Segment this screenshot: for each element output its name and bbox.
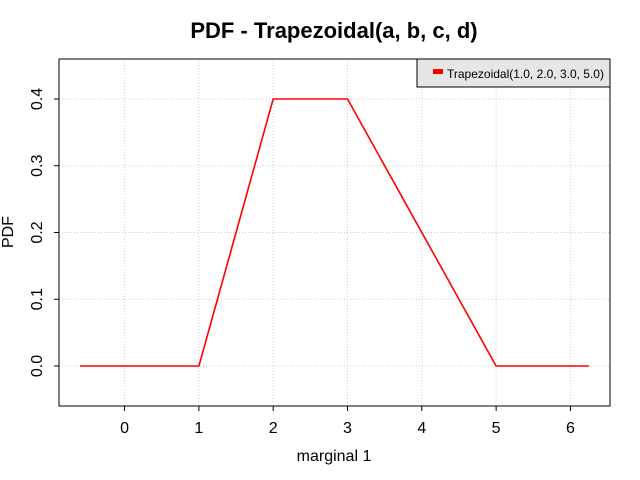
x-tick-label: 6 xyxy=(566,420,575,437)
y-tick-label: 0.4 xyxy=(29,88,46,110)
x-axis-label: marginal 1 xyxy=(297,448,372,465)
legend: Trapezoidal(1.0, 2.0, 3.0, 5.0) xyxy=(416,58,611,88)
y-axis-label: PDF xyxy=(0,216,17,248)
grid xyxy=(59,59,610,406)
y-tick-label: 0.3 xyxy=(29,155,46,177)
x-tick-label: 0 xyxy=(120,420,129,437)
x-tick-label: 3 xyxy=(343,420,352,437)
legend-swatch xyxy=(433,69,443,74)
y-tick-label: 0.0 xyxy=(29,355,46,377)
x-axis: 0 1 2 3 4 5 6 xyxy=(120,406,575,437)
legend-box xyxy=(416,58,611,88)
y-axis: 0.0 0.1 0.2 0.3 0.4 xyxy=(29,88,59,377)
y-tick-label: 0.1 xyxy=(29,288,46,310)
x-tick-label: 2 xyxy=(269,420,278,437)
y-tick-label: 0.2 xyxy=(29,221,46,243)
x-tick-label: 1 xyxy=(194,420,203,437)
series-line xyxy=(80,98,589,367)
x-tick-label: 5 xyxy=(492,420,501,437)
legend-label: Trapezoidal(1.0, 2.0, 3.0, 5.0) xyxy=(447,67,604,81)
x-tick-label: 4 xyxy=(417,420,426,437)
chart-title: PDF - Trapezoidal(a, b, c, d) xyxy=(190,18,477,43)
